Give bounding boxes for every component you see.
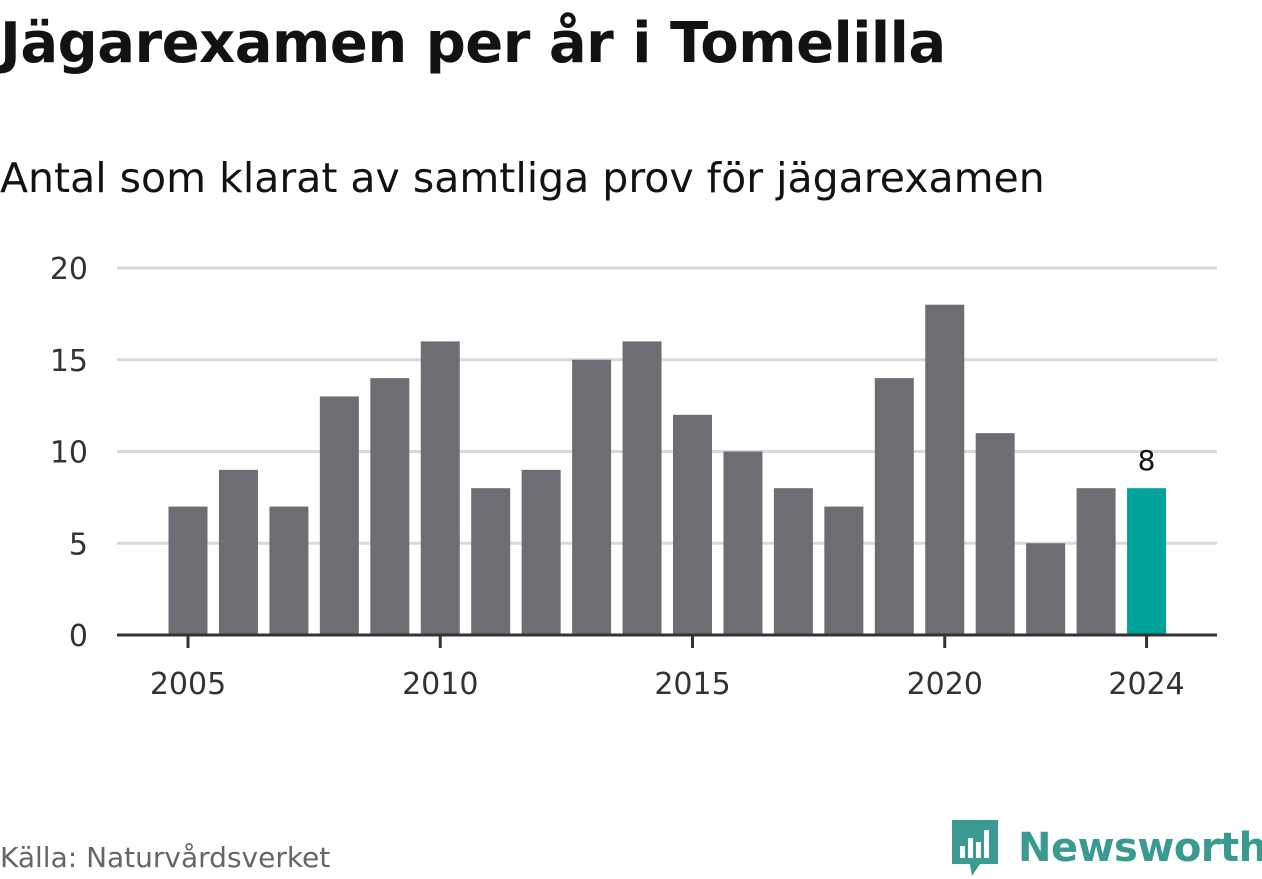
source-note: Källa: Naturvårdsverket <box>0 841 331 874</box>
y-tick-label: 0 <box>69 619 88 654</box>
y-axis-ticks: 0 5 10 15 20 <box>50 252 88 654</box>
bar <box>1076 488 1116 635</box>
bar <box>319 396 359 635</box>
bar <box>975 433 1015 635</box>
bar <box>925 304 965 635</box>
chart-subtitle: Antal som klarat av samtliga prov för jä… <box>0 154 1045 202</box>
bar <box>874 378 914 635</box>
x-axis-ticks: 2005 2010 2015 2020 2024 <box>150 635 1185 702</box>
bar <box>521 469 561 635</box>
y-tick-label: 20 <box>50 252 88 287</box>
newsworthy-logo-icon <box>952 820 998 876</box>
bar <box>723 451 763 635</box>
brand-name: Newsworthy <box>1018 825 1262 871</box>
bar <box>622 341 662 635</box>
bar <box>269 506 309 635</box>
bar <box>1026 543 1066 635</box>
y-tick-label: 10 <box>50 436 88 471</box>
bar-chart: 0 5 10 15 20 2005 2010 2015 2020 2024 8 <box>50 252 1217 702</box>
bar <box>420 341 460 635</box>
x-tick-label: 2010 <box>402 667 478 702</box>
data-label: 8 <box>1138 444 1156 477</box>
y-tick-label: 5 <box>69 527 88 562</box>
x-tick-label: 2020 <box>907 667 983 702</box>
highlight-bar <box>1127 488 1167 635</box>
bar <box>471 488 511 635</box>
x-tick-label: 2005 <box>150 667 226 702</box>
bar <box>673 414 712 635</box>
chart-title: Jägarexamen per år i Tomelilla <box>0 11 946 76</box>
data-labels: 8 <box>1138 444 1156 477</box>
bar <box>824 506 864 635</box>
bar <box>218 469 258 635</box>
gridlines <box>117 266 1217 545</box>
x-tick-label: 2015 <box>654 667 730 702</box>
bar <box>572 359 612 635</box>
bars <box>168 304 1167 635</box>
bar <box>168 506 208 635</box>
x-tick-label: 2024 <box>1108 667 1184 702</box>
bar <box>773 488 813 635</box>
brand-logo: Newsworthy <box>950 818 1262 878</box>
y-tick-label: 15 <box>50 344 88 379</box>
bar <box>370 378 410 635</box>
